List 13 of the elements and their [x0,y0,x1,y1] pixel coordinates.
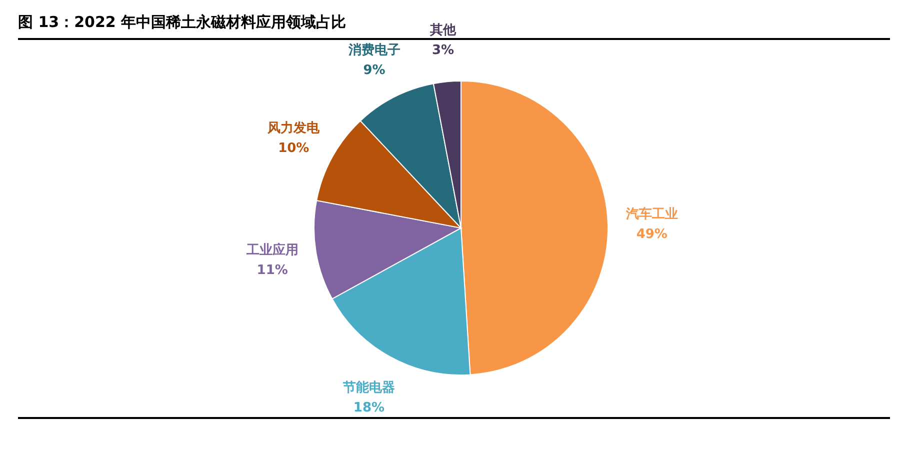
slice-label: 工业应用 [245,242,298,258]
data-label: 49% [636,227,668,242]
data-label: 9% [363,62,386,78]
slice-label: 其他 [429,22,458,38]
slice-label: 节能电器 [342,379,395,396]
chart-title: 图 13：2022 年中国稀土永磁材料应用领域占比 [18,13,346,31]
slice-label: 汽车工业 [624,206,678,222]
slice-label: 风力发电 [266,120,321,136]
slice-label: 消费电子 [347,42,400,58]
data-label: 18% [353,400,385,416]
data-label: 11% [256,262,288,278]
data-label: 10% [278,140,310,156]
data-label: 3% [432,42,454,58]
